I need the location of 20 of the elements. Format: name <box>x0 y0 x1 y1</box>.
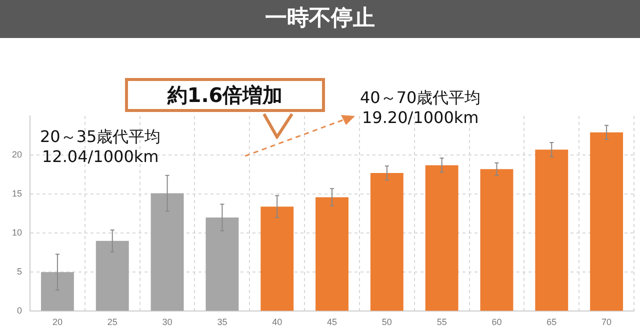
y-tick-label: 20 <box>12 150 22 160</box>
x-tick-label: 40 <box>272 317 282 328</box>
x-tick-label: 20 <box>52 317 62 328</box>
chart-title: 一時不停止 <box>0 0 640 38</box>
x-tick-label: 55 <box>436 317 447 328</box>
annotation: 40～70歳代平均 19.20/1000km <box>360 88 481 128</box>
x-tick-label: 45 <box>327 317 338 328</box>
y-tick-label: 15 <box>12 188 22 199</box>
x-tick-label: 65 <box>546 317 557 328</box>
x-tick-label: 50 <box>382 317 392 328</box>
annotation: 20～35歳代平均 12.04/1000km <box>40 127 161 167</box>
x-tick-label: 70 <box>602 317 612 328</box>
x-tick-label: 25 <box>107 317 118 328</box>
y-tick-label: 10 <box>12 228 22 238</box>
x-tick-label: 60 <box>492 317 502 328</box>
text: 約1.6倍増加 <box>125 78 325 112</box>
x-tick-label: 30 <box>162 317 172 328</box>
y-tick-label: 5 <box>16 266 22 277</box>
y-tick-label: 0 <box>16 306 22 316</box>
x-tick-label: 35 <box>217 317 228 328</box>
